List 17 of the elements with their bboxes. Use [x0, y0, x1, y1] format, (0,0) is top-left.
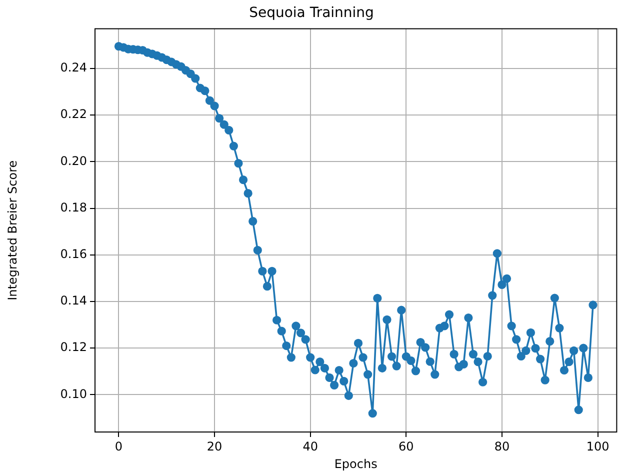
x-tick-label: 40 — [302, 439, 318, 454]
y-tick-label: 0.14 — [60, 294, 87, 308]
chart-title: Sequoia Trainning — [249, 5, 374, 22]
y-tick-label: 0.16 — [60, 246, 87, 261]
x-tick-label: 100 — [586, 439, 610, 454]
y-axis-title: Integrated Breier Score — [5, 160, 20, 300]
y-tick-label: 0.18 — [60, 200, 87, 214]
y-tick-label: 0.24 — [60, 60, 87, 75]
x-tick-label: 80 — [494, 439, 510, 454]
y-tick-label: 0.12 — [60, 340, 87, 354]
x-tick-label: 0 — [114, 439, 123, 454]
x-tick-label: 20 — [206, 439, 222, 454]
y-tick-label: 0.20 — [60, 154, 87, 168]
x-tick-label: 60 — [398, 439, 414, 454]
x-axis-title: Epochs — [334, 456, 378, 471]
y-tick-label: 0.22 — [60, 107, 87, 122]
y-tick-label: 0.10 — [60, 386, 87, 401]
